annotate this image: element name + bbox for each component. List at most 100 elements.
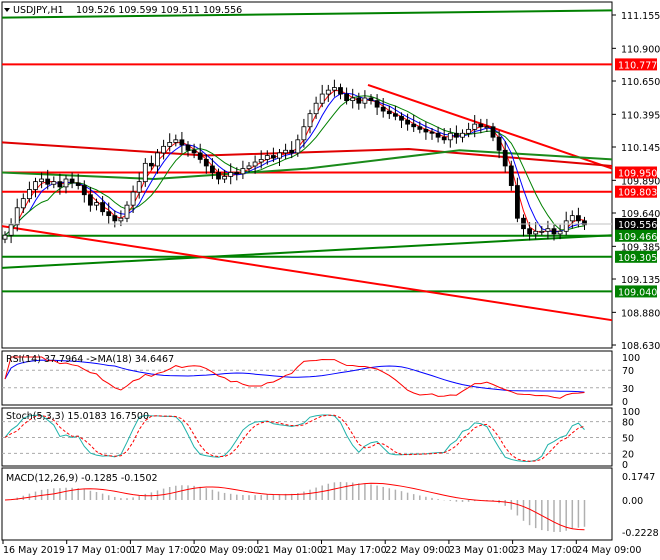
candle-body: [252, 161, 258, 167]
candle-body: [45, 178, 51, 185]
candle-body: [63, 178, 69, 188]
candle-body: [399, 115, 404, 121]
candle-body: [216, 172, 221, 180]
trendline: [1, 234, 613, 269]
price-tag: [615, 166, 657, 179]
macd-title: MACD(12,26,9) -0.1285 -0.1502: [6, 473, 158, 484]
candle-body: [338, 87, 343, 95]
candle-body: [344, 93, 350, 102]
x-tick-label: 23 May 17:00: [513, 545, 578, 556]
price-tag-label: 109.040: [618, 287, 657, 298]
stoch-tick-label: 20: [622, 449, 634, 460]
y-tick-label: 109.640: [621, 209, 660, 220]
stoch-title: Stoch(5,3,3) 15.0183 16.7500: [6, 411, 149, 422]
candle-body: [472, 123, 478, 130]
y-tick-label: 109.385: [621, 242, 660, 253]
candle-body: [234, 172, 240, 175]
rsi-tick-label: 100: [622, 353, 640, 364]
candle-body: [429, 131, 435, 134]
candle-body: [112, 215, 118, 222]
candle-body: [94, 202, 99, 206]
candle-body: [508, 165, 514, 186]
price-tag: [615, 185, 657, 198]
candle-body: [301, 126, 307, 141]
y-tick-label: 110.900: [621, 44, 660, 55]
candle-body: [392, 113, 398, 117]
x-tick-label: 21 May 17:00: [322, 545, 387, 556]
trendline: [1, 9, 613, 19]
candle-body: [313, 102, 319, 115]
macd-tick-label: -0.2228: [622, 528, 659, 539]
candle-body: [539, 230, 545, 233]
trendline: [1, 225, 613, 322]
rsi-line: [4, 356, 585, 399]
candle-body: [423, 128, 429, 133]
price-tag: [615, 285, 657, 298]
y-tick-label: 109.890: [621, 176, 660, 187]
rsi-tick-label: 0: [622, 397, 628, 408]
y-tick-label: 110.650: [621, 77, 660, 88]
long-ma-red: [1, 141, 613, 167]
y-tick-label: 110.395: [621, 110, 660, 121]
x-tick-label: 24 May 09:00: [576, 545, 641, 556]
price-tag-label: 109.556: [618, 220, 657, 231]
candle-body: [185, 144, 191, 151]
x-tick-label: 17 May 17:00: [130, 545, 195, 556]
long-ma-green: [1, 149, 613, 181]
panel-frame: [1, 467, 613, 541]
candle-body: [136, 181, 142, 193]
candle-body: [283, 149, 289, 154]
candle-body: [319, 93, 325, 104]
candle-body: [142, 162, 148, 183]
candle-body: [447, 132, 453, 141]
candle-body: [51, 181, 57, 185]
candle-body: [484, 126, 490, 129]
candle-body: [331, 87, 337, 91]
candle-body: [130, 191, 136, 206]
stoch-tick-label: 50: [622, 434, 634, 445]
candle-body: [14, 207, 20, 226]
candle-body: [197, 152, 203, 160]
x-tick-label: 16 May 2019: [3, 545, 65, 556]
candle-body: [460, 132, 465, 138]
candle-body: [277, 152, 282, 159]
candle-body: [222, 176, 228, 180]
candle-body: [490, 126, 496, 138]
panel-frame: [1, 350, 613, 406]
candle-body: [307, 113, 313, 128]
x-tick-label: 23 May 01:00: [449, 545, 514, 556]
y-tick-label: 108.630: [621, 341, 660, 352]
candle-body: [478, 123, 484, 128]
candle-body: [118, 217, 124, 222]
moving-average-line: [4, 95, 585, 236]
rsi-ma-line: [4, 359, 585, 393]
candle-body: [88, 194, 93, 206]
candle-body: [124, 204, 130, 219]
candle-body: [502, 149, 508, 167]
x-tick-label: 17 May 01:00: [67, 545, 132, 556]
stoch-signal-line: [4, 414, 585, 462]
candle-body: [386, 110, 392, 115]
macd-tick-label: 0.1747: [622, 472, 655, 483]
stoch-main-line: [4, 414, 585, 463]
candle-body: [362, 97, 368, 104]
candle-body: [576, 215, 581, 222]
y-tick-label: 109.135: [621, 275, 660, 286]
candle-body: [106, 211, 112, 217]
candle-body: [264, 155, 270, 160]
candle-body: [563, 220, 569, 232]
candle-body: [57, 181, 63, 188]
rsi-tick-label: 30: [622, 384, 634, 395]
candle-body: [569, 215, 575, 222]
candle-body: [527, 228, 532, 235]
candle-body: [411, 123, 417, 128]
rsi-title: RSI(14) 37.7964 ->MA(18) 34.6467: [6, 354, 174, 365]
candle-body: [356, 97, 362, 104]
trendline: [367, 83, 613, 170]
candle-body: [453, 132, 459, 138]
candle-body: [551, 228, 557, 235]
dropdown-triangle-icon[interactable]: [4, 8, 10, 12]
moving-average-line: [4, 90, 585, 236]
